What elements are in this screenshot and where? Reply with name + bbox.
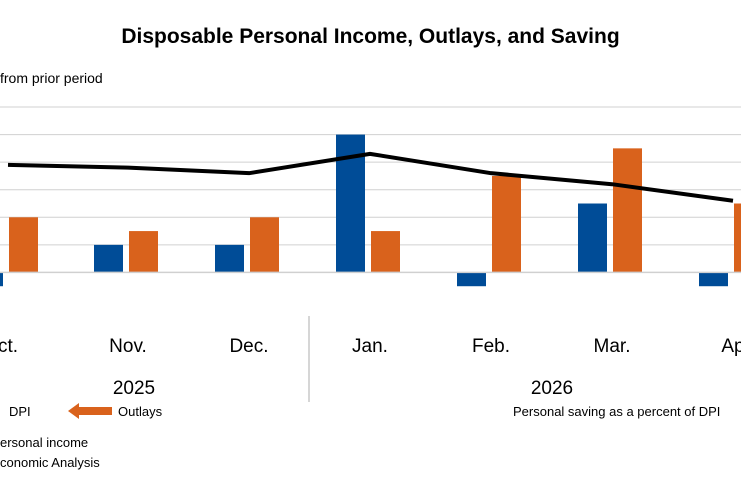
- dpi-bar: [94, 244, 123, 273]
- x-tick-label: Mar.: [594, 336, 631, 357]
- x-tick-label: Nov.: [109, 336, 147, 357]
- x-tick-label: Feb.: [472, 336, 510, 357]
- x-tick-label: ct.: [0, 336, 18, 357]
- dpi-bar: [0, 272, 3, 287]
- outlays-bar: [129, 231, 158, 273]
- dpi-bar: [699, 272, 728, 287]
- dpi-bar: [457, 272, 486, 287]
- outlays-bar: [9, 217, 38, 273]
- x-tick-label: Jan.: [352, 336, 388, 357]
- outlays-bar: [250, 217, 279, 273]
- outlays-bar: [371, 231, 400, 273]
- units-label: from prior period: [0, 70, 103, 86]
- outlays-bar: [734, 203, 741, 273]
- dpi-bar: [578, 203, 607, 273]
- x-tick-label: Dec.: [229, 336, 268, 357]
- x-tick-label: Ap: [721, 336, 741, 357]
- dpi-bar: [215, 244, 244, 273]
- outlays-bar: [492, 175, 521, 273]
- legend-dpi-label: DPI: [9, 404, 31, 419]
- saving-rate-line: [7, 151, 734, 203]
- footer-source: conomic Analysis: [0, 455, 100, 470]
- year-label: 2026: [531, 378, 573, 399]
- legend-saving-label: Personal saving as a percent of DPI: [513, 404, 721, 419]
- year-label: 2025: [113, 378, 155, 399]
- legend-outlays-arrow-icon: [68, 403, 112, 419]
- chart-title: Disposable Personal Income, Outlays, and…: [121, 25, 620, 48]
- outlays-bar: [613, 148, 642, 273]
- footer-note: ersonal income: [0, 435, 89, 450]
- legend-outlays-label: Outlays: [118, 404, 163, 419]
